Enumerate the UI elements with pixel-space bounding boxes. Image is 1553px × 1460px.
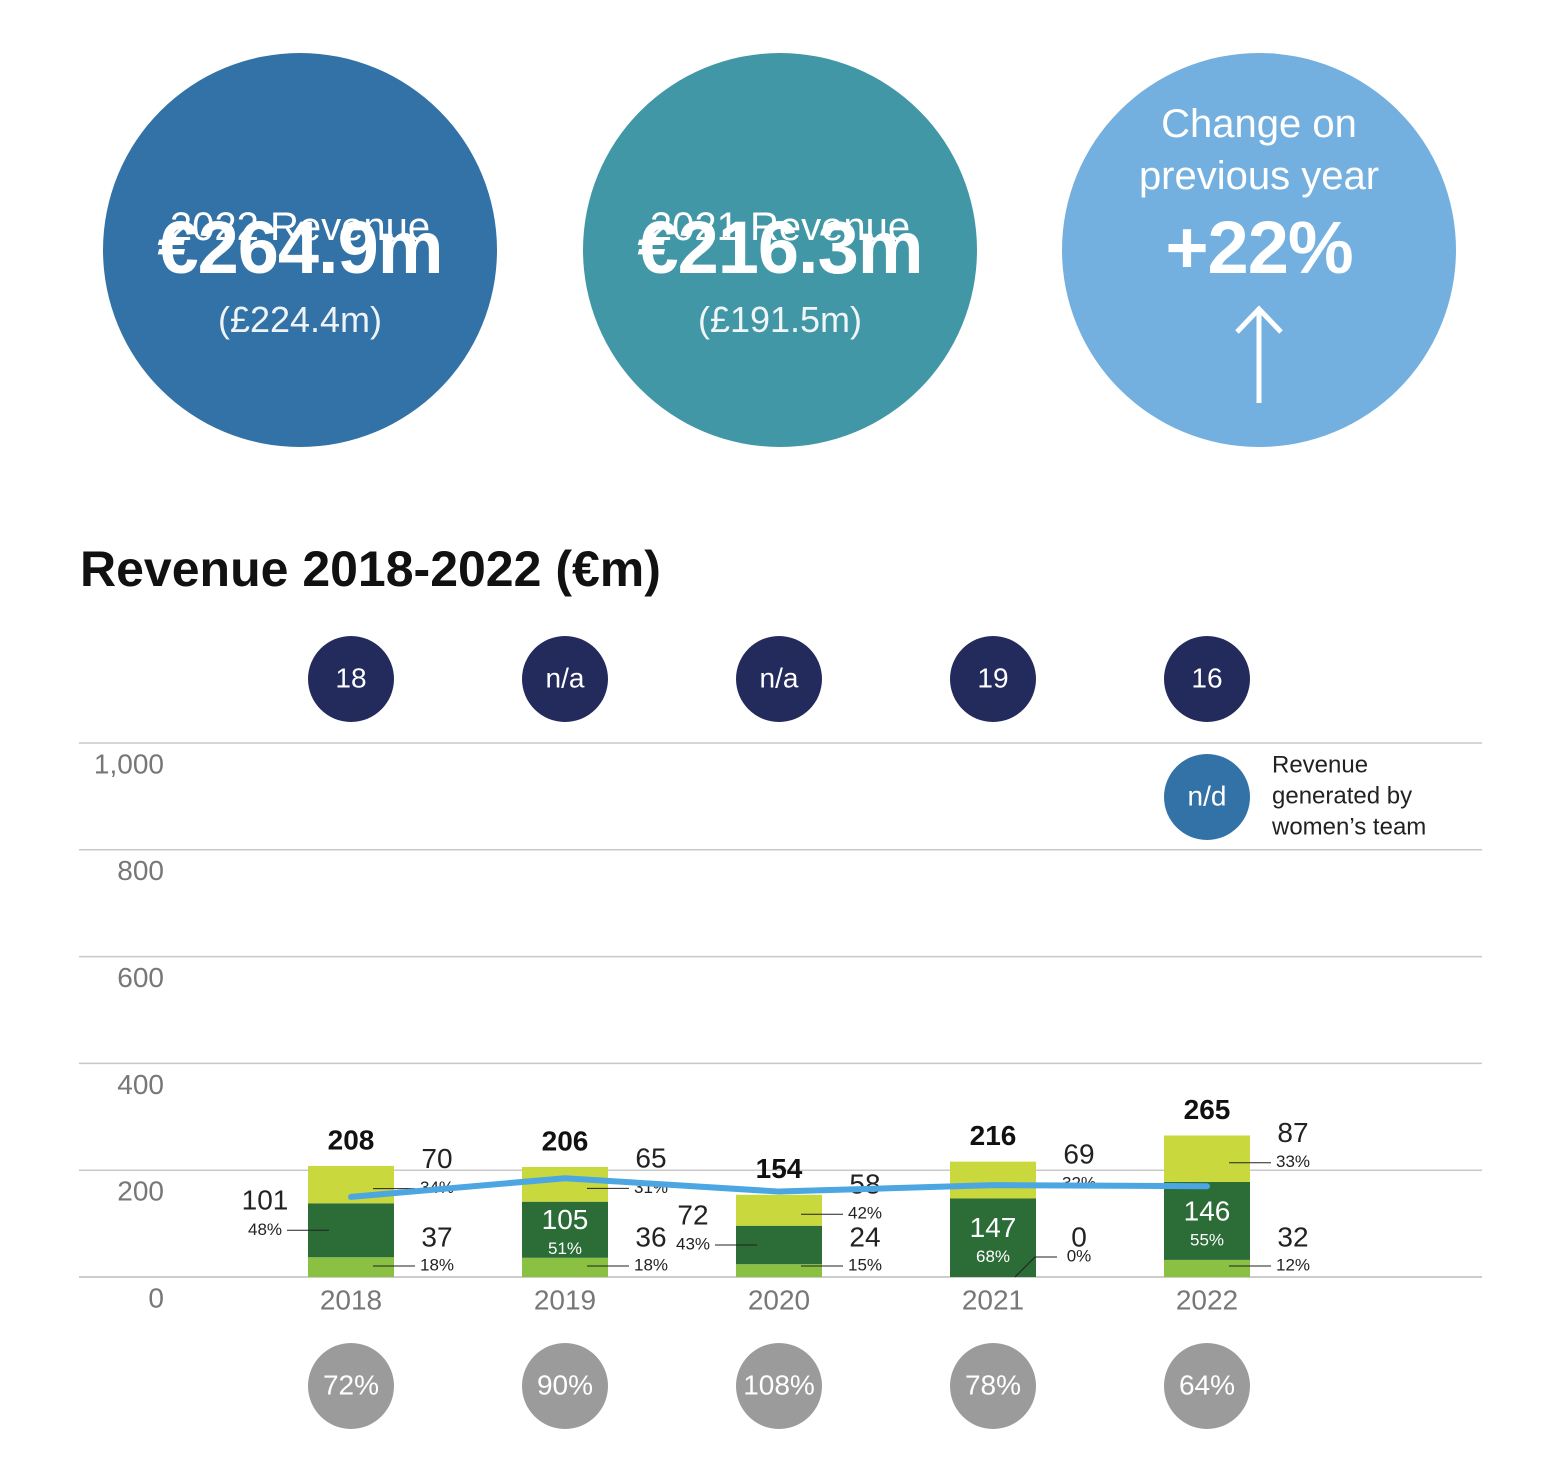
bottom-badge-label: 108%	[743, 1369, 815, 1400]
y-tick-label: 800	[117, 855, 164, 886]
bar-segment-bottom	[522, 1257, 608, 1277]
y-tick-label: 600	[117, 962, 164, 993]
bar-total-label: 154	[756, 1153, 803, 1184]
bar-total-label: 208	[328, 1124, 375, 1155]
middle-pct-label: 43%	[676, 1234, 710, 1253]
bottom-value-label: 32	[1277, 1221, 1308, 1252]
bar-total-label: 216	[970, 1120, 1017, 1151]
bar-total-label: 206	[542, 1125, 589, 1156]
bar-segment-top	[736, 1194, 822, 1226]
bottom-value-label: 37	[421, 1221, 452, 1252]
middle-pct-label: 68%	[976, 1247, 1010, 1266]
kpi-value: +22%	[1165, 206, 1353, 289]
top-value-label: 58	[849, 1169, 880, 1200]
top-value-label: 65	[635, 1143, 666, 1174]
bar-total-label: 265	[1184, 1094, 1231, 1125]
kpi-change: Change on previous year +22%	[1062, 53, 1456, 447]
y-tick-label: 400	[117, 1069, 164, 1100]
bar-segment-middle	[1164, 1181, 1250, 1260]
kpi-sub: (£191.5m)	[697, 299, 863, 340]
bar-segment-top	[950, 1161, 1036, 1199]
top-badge	[1164, 636, 1250, 722]
kpi-2021-revenue: 2021 Revenue €216.3m (£191.5m)	[583, 53, 977, 447]
line-series	[348, 1175, 1210, 1200]
bar-segment-bottom	[1164, 1259, 1250, 1277]
middle-value-label: 147	[970, 1212, 1017, 1243]
revenue-chart: 02004006008001,0002087034%3718%10148%201…	[79, 636, 1482, 1429]
y-tick-label: 1,000	[94, 748, 164, 779]
bottom-pct-label: 18%	[634, 1255, 668, 1274]
bottom-badge	[1164, 1343, 1250, 1429]
legend-label: generated by	[1272, 782, 1412, 809]
kpi-2022-revenue: 2022 Revenue €264.9m (£224.4m)	[103, 53, 497, 447]
bottom-value-label: 36	[635, 1221, 666, 1252]
top-badge	[522, 636, 608, 722]
top-value-label: 70	[421, 1143, 452, 1174]
y-tick-label: 200	[117, 1176, 164, 1207]
x-tick-label: 2018	[320, 1284, 382, 1315]
bar-segment-middle	[522, 1201, 608, 1258]
up-arrow-icon	[1235, 305, 1283, 403]
bottom-badge-label: 90%	[537, 1369, 593, 1400]
kpi-value: €264.9m	[157, 206, 443, 289]
top-value-label: 87	[1277, 1117, 1308, 1148]
kpi-label: 2022 Revenue	[169, 205, 431, 249]
x-tick-label: 2021	[962, 1284, 1024, 1315]
chart-title: Revenue 2018-2022 (€m)	[80, 541, 661, 597]
bar-segment-middle	[950, 1198, 1036, 1277]
bottom-value-label: 24	[849, 1221, 880, 1252]
top-badge-label: n/a	[760, 662, 799, 693]
middle-pct-label: 48%	[248, 1220, 282, 1239]
top-badge	[308, 636, 394, 722]
y-tick-label: 0	[148, 1282, 164, 1313]
legend-badge	[1164, 754, 1250, 840]
bottom-pct-label: 0%	[1067, 1246, 1092, 1265]
middle-pct-label: 55%	[1190, 1230, 1224, 1249]
top-badge-label: 18	[335, 662, 366, 693]
x-tick-label: 2022	[1176, 1284, 1238, 1315]
middle-value-label: 105	[542, 1204, 589, 1235]
bottom-badge	[522, 1343, 608, 1429]
kpi-label: 2021 Revenue	[649, 205, 911, 249]
x-tick-label: 2019	[534, 1284, 596, 1315]
top-badge-label: 19	[977, 662, 1008, 693]
bottom-badge	[950, 1343, 1036, 1429]
leader-line	[1014, 1256, 1036, 1278]
bar-segment-top	[1164, 1135, 1250, 1182]
x-tick-label: 2020	[748, 1284, 810, 1315]
legend-badge-label: n/d	[1188, 780, 1227, 811]
top-value-label: 69	[1063, 1138, 1094, 1169]
top-badge	[950, 636, 1036, 722]
middle-value-label: 72	[677, 1199, 708, 1230]
top-badge-label: 16	[1191, 662, 1222, 693]
middle-pct-label: 51%	[548, 1239, 582, 1258]
top-pct-label: 42%	[848, 1204, 882, 1223]
bottom-badge-label: 72%	[323, 1369, 379, 1400]
middle-value-label: 146	[1184, 1195, 1231, 1226]
kpi-sub: (£224.4m)	[217, 299, 383, 340]
top-pct-label: 33%	[1276, 1152, 1310, 1171]
top-badge-label: n/a	[546, 662, 585, 693]
legend-label: women’s team	[1271, 813, 1426, 840]
bottom-pct-label: 12%	[1276, 1255, 1310, 1274]
bar-segment-bottom	[736, 1264, 822, 1277]
bottom-pct-label: 18%	[420, 1255, 454, 1274]
bottom-value-label: 0	[1071, 1221, 1087, 1252]
top-badge	[736, 636, 822, 722]
legend-label: Revenue	[1272, 751, 1368, 778]
kpi-value: €216.3m	[637, 206, 923, 289]
bottom-pct-label: 15%	[848, 1255, 882, 1274]
bottom-badge	[736, 1343, 822, 1429]
kpi-label: Change on previous year	[1138, 102, 1380, 198]
bar-segment-top	[522, 1166, 608, 1202]
bottom-badge-label: 64%	[1179, 1369, 1235, 1400]
bottom-badge	[308, 1343, 394, 1429]
middle-value-label: 101	[242, 1185, 289, 1216]
bottom-badge-label: 78%	[965, 1369, 1021, 1400]
bar-segment-bottom	[308, 1257, 394, 1277]
